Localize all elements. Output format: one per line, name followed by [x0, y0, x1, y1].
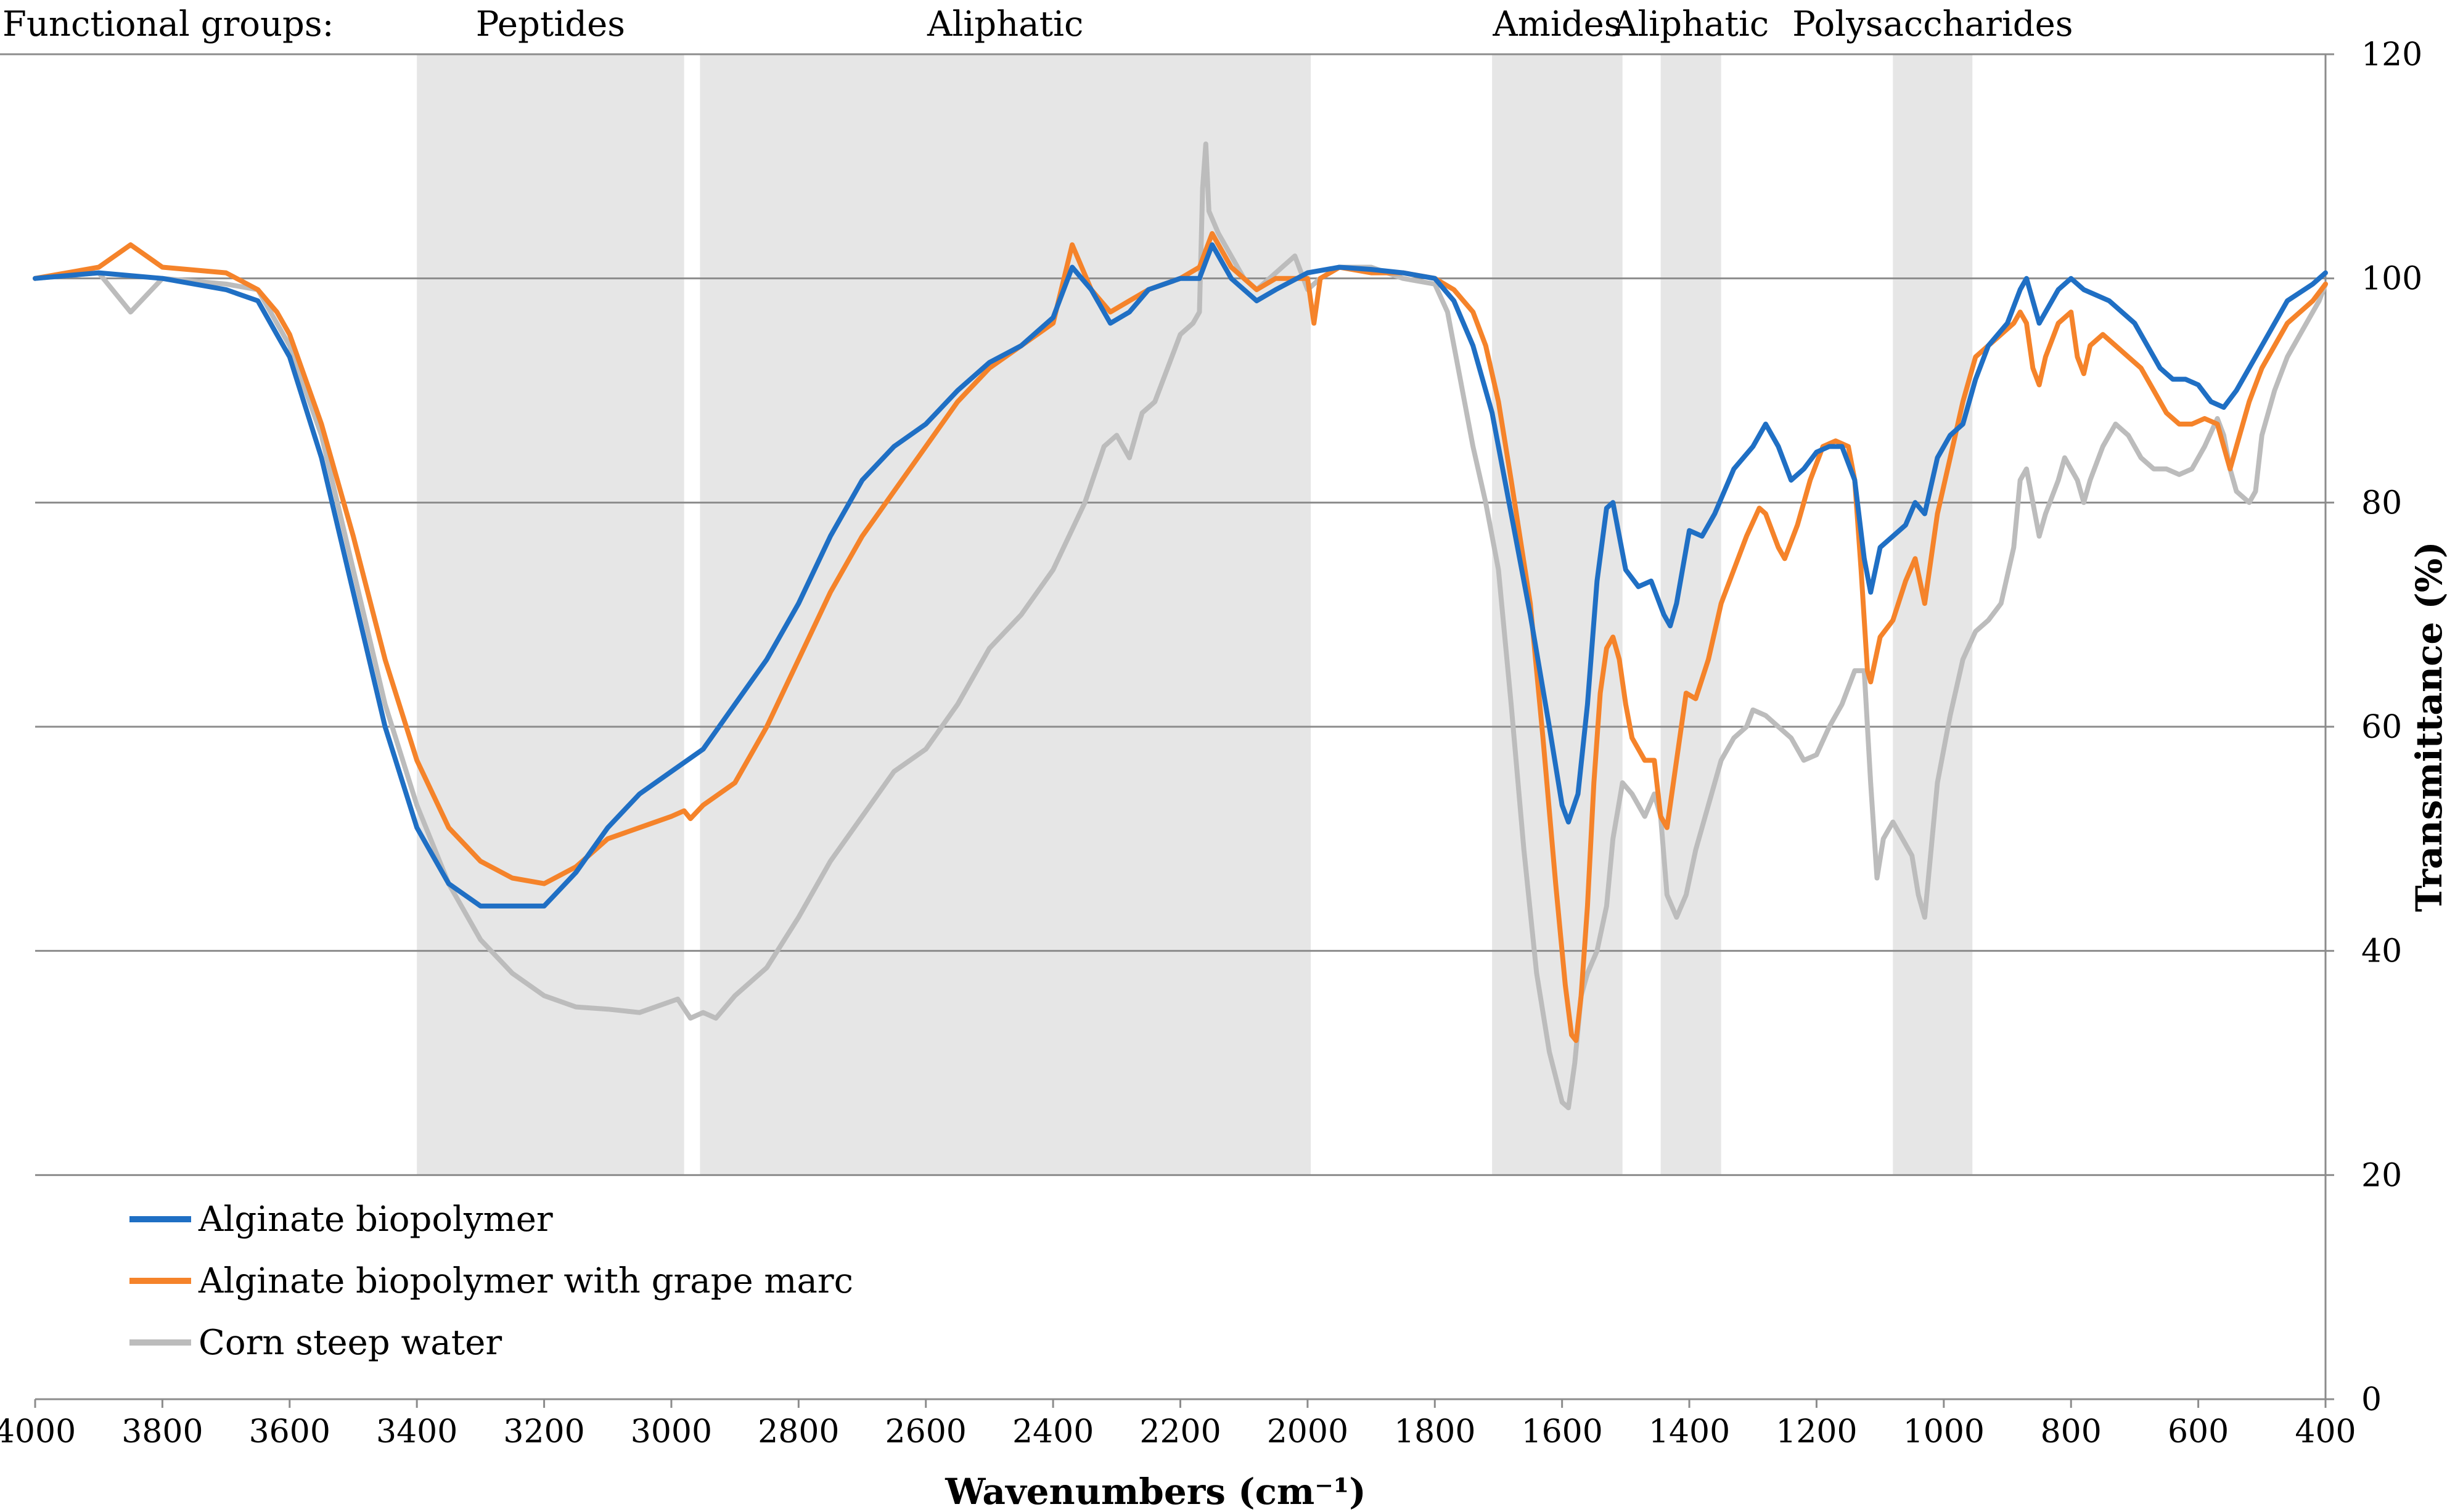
band-label-1: Aliphatic: [927, 4, 1083, 44]
y-tick-label: 0: [2361, 1381, 2382, 1418]
x-tick-label: 4000: [0, 1413, 76, 1450]
band-label-0: Peptides: [476, 4, 625, 44]
series-line-alginate-biopolymer: [33, 242, 2328, 909]
band-label-4: Polysaccharides: [1792, 4, 2073, 44]
y-tick-label: 60: [2361, 709, 2402, 746]
y-tick-label: 80: [2361, 484, 2402, 521]
x-tick-label: 3200: [503, 1413, 584, 1450]
x-tick-label: 2000: [1267, 1413, 1348, 1450]
x-tick-label: 400: [2295, 1413, 2356, 1450]
x-tick-label: 3600: [249, 1413, 330, 1450]
y-tick-label: 20: [2361, 1157, 2402, 1194]
x-tick-label: 2600: [885, 1413, 967, 1450]
band-0: [417, 54, 684, 1175]
band-labels: Functional groups: Peptides Aliphatic Amid…: [2, 4, 2073, 44]
x-tick-label: 3800: [121, 1413, 203, 1450]
band-label-3: Aliphatic: [1612, 4, 1769, 44]
legend-label-0: Alginate biopolymer: [198, 1199, 553, 1240]
x-tick-label: 1600: [1521, 1413, 1602, 1450]
x-tick-label: 1000: [1903, 1413, 1985, 1450]
legend-label-1: Alginate biopolymer with grape marc: [198, 1261, 853, 1301]
y-axis-title: Transmittance (%): [2408, 541, 2450, 912]
x-tick-label: 2200: [1139, 1413, 1221, 1450]
band-label-2: Amides: [1492, 4, 1621, 44]
x-tick-label: 1400: [1649, 1413, 1730, 1450]
x-tick-label: 3000: [631, 1413, 712, 1450]
x-tick-label: 1800: [1394, 1413, 1475, 1450]
series-lines: [33, 141, 2328, 1111]
x-tick-label: 600: [2168, 1413, 2229, 1450]
x-axis-title: Wavenumbers (cm⁻¹): [945, 1471, 1366, 1512]
y-tick-label: 120: [2361, 36, 2422, 73]
x-tick-label: 800: [2041, 1413, 2102, 1450]
tick-labels: 4000 3800 3600 3400 3200 3000 2800 2600 2400 2200…: [0, 36, 2422, 1450]
band-2: [1492, 54, 1623, 1175]
legend-label-2: Corn steep water: [199, 1323, 502, 1363]
series-line-alginate-biopolymer-with-grape-marc: [33, 231, 2328, 1044]
y-tick-label: 100: [2361, 261, 2422, 298]
x-tick-label: 2800: [758, 1413, 839, 1450]
band-4: [1893, 54, 1973, 1175]
functional-groups-label: Functional groups:: [2, 4, 334, 44]
band-3: [1660, 54, 1721, 1175]
x-tick-label: 1200: [1776, 1413, 1857, 1450]
axes: [0, 53, 2334, 1408]
x-tick-label: 2400: [1012, 1413, 1094, 1450]
x-tick-label: 3400: [376, 1413, 457, 1450]
legend: Alginate biopolymer Alginate biopolymer w…: [129, 1199, 853, 1363]
y-tick-label: 40: [2361, 933, 2402, 970]
